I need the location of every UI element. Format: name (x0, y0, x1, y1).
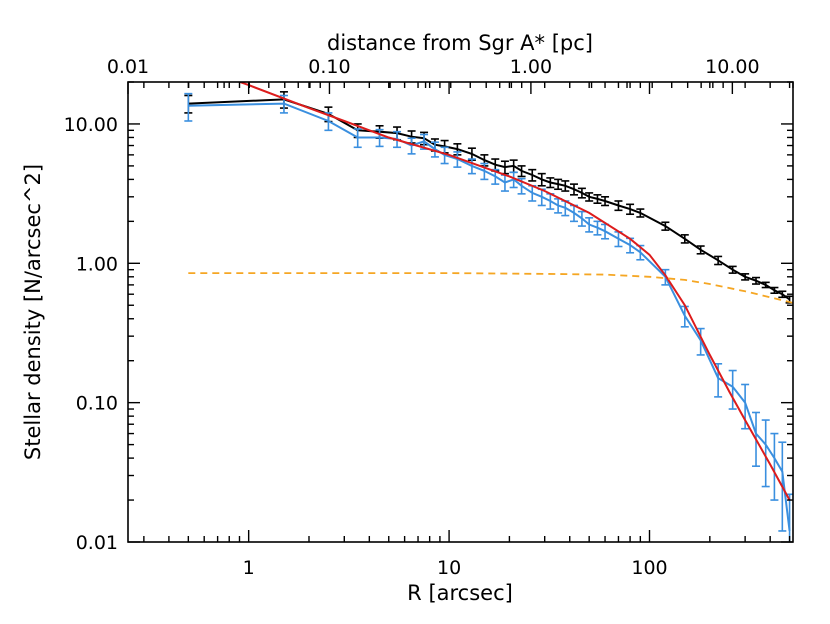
y-tick-label: 10.00 (64, 114, 118, 136)
plot-frame (127, 81, 794, 543)
x-tick-label: 100 (631, 557, 667, 579)
top-tick-label: 0.01 (107, 56, 149, 78)
top-tick-label: 10.00 (705, 56, 759, 78)
x-axis-label: R [arcsec] (407, 581, 513, 605)
top-tick-label: 1.00 (510, 56, 552, 78)
plot-data-layer (184, 82, 793, 542)
series-3-line (188, 272, 793, 304)
axes-layer: 1 10 100 0.01 0.10 1.00 10.00 0.01 0.10 1.00 10.00 (64, 56, 794, 579)
top-tick-label: 0.10 (308, 56, 350, 78)
series-1-line (188, 102, 791, 532)
y-axis-label: Stellar density [N/arcsec^2] (21, 164, 45, 460)
series-2-line (236, 82, 791, 501)
x-tick-label: 1 (243, 557, 255, 579)
y-tick-label: 0.01 (76, 532, 118, 554)
y-tick-label: 1.00 (76, 253, 118, 275)
series-0-line (188, 98, 791, 301)
top-axis-label: distance from Sgr A* [pc] (327, 31, 593, 55)
y-tick-label: 0.10 (76, 393, 118, 415)
series-group (184, 82, 793, 542)
x-tick-label: 10 (437, 557, 461, 579)
